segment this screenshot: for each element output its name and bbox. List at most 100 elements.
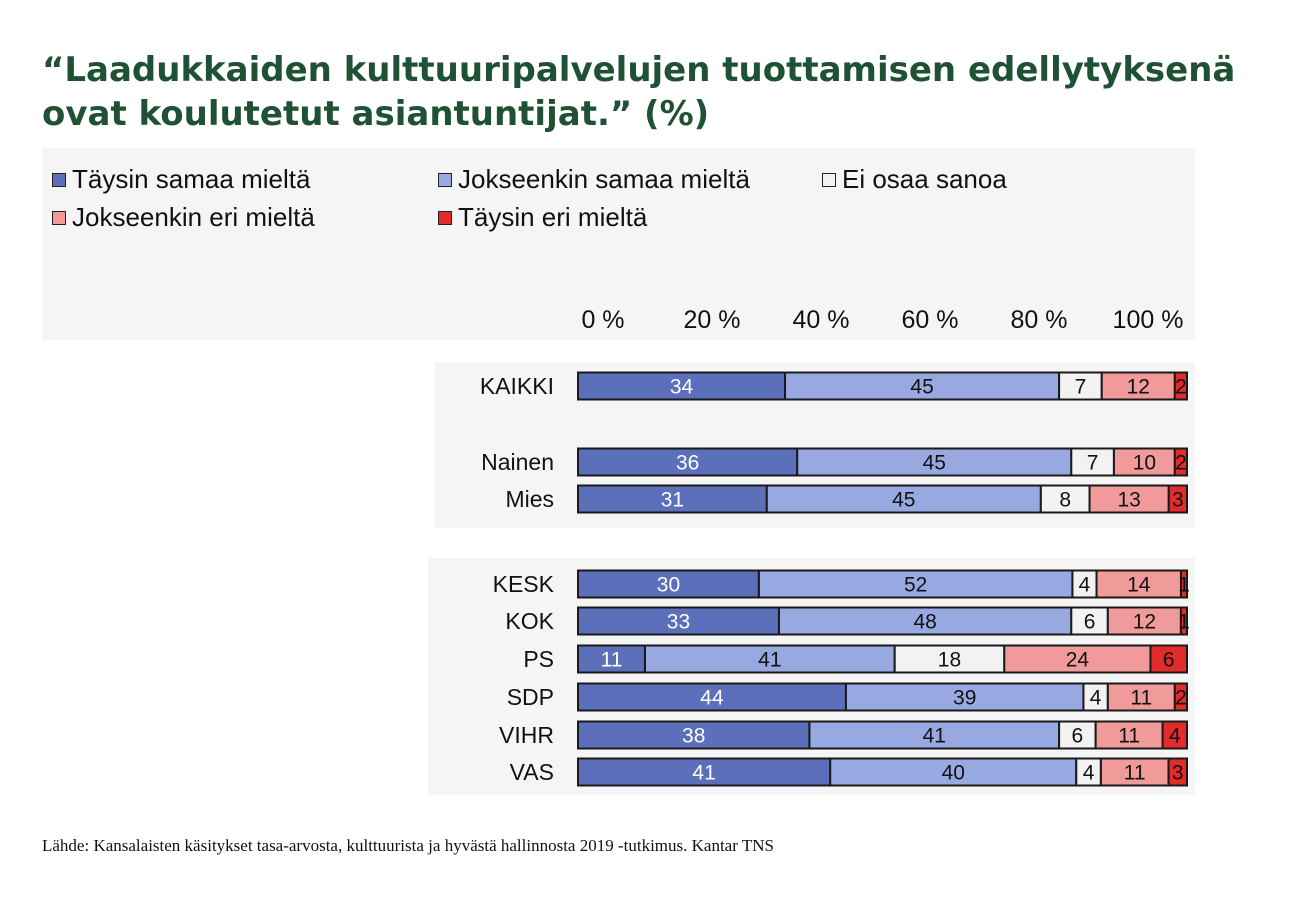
bar-value-label: 36 <box>676 452 699 475</box>
bar-segment <box>577 720 811 750</box>
legend-label: Täysin eri mieltä <box>458 202 648 232</box>
bar-value-label: 48 <box>913 611 936 634</box>
bar-value-label: 3 <box>1172 762 1184 785</box>
bar-value-label: 4 <box>1083 762 1095 785</box>
bar-value-label: 11 <box>1130 687 1152 710</box>
bar-segment <box>1167 757 1188 787</box>
x-tick-label: 60 % <box>902 306 959 334</box>
bar-value-label: 45 <box>892 489 915 512</box>
legend-swatch <box>52 172 66 187</box>
category-label: KOK <box>505 608 554 634</box>
bar-value-label: 4 <box>1079 574 1091 597</box>
bar-segment <box>1058 371 1103 401</box>
bar-value-label: 8 <box>1059 489 1071 512</box>
bar-value-label: 10 <box>1133 452 1156 475</box>
bar-value-label: 33 <box>667 611 690 634</box>
bar-value-label: 2 <box>1175 376 1187 399</box>
legend-item-jokseenkin-eri: Jokseenkin eri mieltä <box>52 202 315 233</box>
bar-value-label: 52 <box>904 574 927 597</box>
bar-segment <box>643 644 896 674</box>
bar-value-label: 44 <box>700 687 724 710</box>
bar-value-label: 34 <box>670 376 694 399</box>
x-tick-label: 20 % <box>684 306 741 334</box>
category-label: VAS <box>510 759 554 785</box>
bar-segment <box>577 484 768 514</box>
legend-item-tays-samaa: Täysin samaa mieltä <box>52 164 310 195</box>
legend-label: Jokseenkin samaa mieltä <box>458 164 750 194</box>
legend-label: Jokseenkin eri mieltä <box>72 202 315 232</box>
bar-value-label: 1 <box>1178 611 1190 634</box>
bar-segment <box>577 757 832 787</box>
legend-item-jokseenkin-samaa: Jokseenkin samaa mieltä <box>438 164 750 195</box>
bar-value-label: 3 <box>1172 489 1184 512</box>
bar-value-label: 14 <box>1127 574 1151 597</box>
chart-title: “Laadukkaiden kulttuuripalvelujen tuotta… <box>42 50 1236 134</box>
bar-value-label: 45 <box>910 376 933 399</box>
x-tick-label: 100 % <box>1113 306 1184 334</box>
bar-segment <box>1161 720 1189 750</box>
category-label: KAIKKI <box>480 373 554 399</box>
bar-segment <box>1070 447 1115 477</box>
bar-segment <box>784 371 1061 401</box>
legend: Täysin samaa mieltä Jokseenkin samaa mie… <box>52 164 1112 254</box>
bar-value-label: 41 <box>758 649 781 672</box>
legend-swatch <box>438 210 452 225</box>
bar-value-label: 31 <box>661 489 684 512</box>
bar-value-label: 2 <box>1175 452 1187 475</box>
legend-panel <box>42 148 1195 340</box>
bar-value-label: 30 <box>657 574 680 597</box>
bar-segment <box>1058 720 1097 750</box>
bar-value-label: 6 <box>1084 611 1096 634</box>
legend-swatch <box>438 172 452 187</box>
legend-swatch <box>822 172 836 187</box>
bar-value-label: 11 <box>601 649 623 672</box>
bar-value-label: 24 <box>1066 649 1090 672</box>
bar-value-label: 41 <box>923 725 946 748</box>
bar-value-label: 4 <box>1090 687 1102 710</box>
bar-segment <box>757 569 1074 599</box>
bar-value-label: 11 <box>1118 725 1140 748</box>
bar-value-label: 18 <box>938 649 961 672</box>
bar-segment <box>1071 569 1098 599</box>
legend-swatch <box>52 210 66 225</box>
bar-segment <box>1100 371 1176 401</box>
bar-segment <box>1167 484 1188 514</box>
bar-value-label: 12 <box>1133 611 1156 634</box>
bar-segment <box>844 682 1085 712</box>
bar-value-label: 12 <box>1127 376 1150 399</box>
bar-segment <box>1003 644 1152 674</box>
bar-value-label: 1 <box>1178 574 1190 597</box>
bar-value-label: 45 <box>923 452 946 475</box>
bar-value-label: 39 <box>953 687 976 710</box>
bar-segment <box>1179 606 1189 636</box>
x-tick-label: 40 % <box>793 306 850 334</box>
bar-value-label: 7 <box>1087 452 1099 475</box>
bar-segment <box>1099 757 1170 787</box>
category-label: KESK <box>493 571 555 597</box>
bar-segment <box>1179 569 1189 599</box>
bar-segment <box>1173 682 1188 712</box>
bar-segment <box>808 720 1061 750</box>
bar-value-label: 4 <box>1169 725 1181 748</box>
legend-item-tays-eri: Täysin eri mieltä <box>438 202 647 233</box>
bar-value-label: 7 <box>1075 376 1087 399</box>
bar-value-label: 38 <box>682 725 705 748</box>
category-label: SDP <box>507 684 554 710</box>
source-note: Lähde: Kansalaisten käsitykset tasa-arvo… <box>42 836 774 855</box>
bar-value-label: 41 <box>692 762 715 785</box>
x-tick-label: 80 % <box>1011 306 1068 334</box>
bar-segment <box>1149 644 1188 674</box>
legend-label: Ei osaa sanoa <box>842 164 1007 194</box>
bar-segment <box>893 644 1006 674</box>
bar-segment <box>577 371 787 401</box>
category-label: Mies <box>505 486 554 512</box>
category-label: VIHR <box>499 722 554 748</box>
category-label: PS <box>523 646 554 672</box>
bar-segment <box>1173 447 1188 477</box>
bar-value-label: 6 <box>1072 725 1084 748</box>
legend-item-ei-osaa: Ei osaa sanoa <box>822 164 1007 195</box>
bar-segment <box>777 606 1073 636</box>
bar-value-label: 6 <box>1163 649 1175 672</box>
legend-label: Täysin samaa mieltä <box>72 164 311 194</box>
